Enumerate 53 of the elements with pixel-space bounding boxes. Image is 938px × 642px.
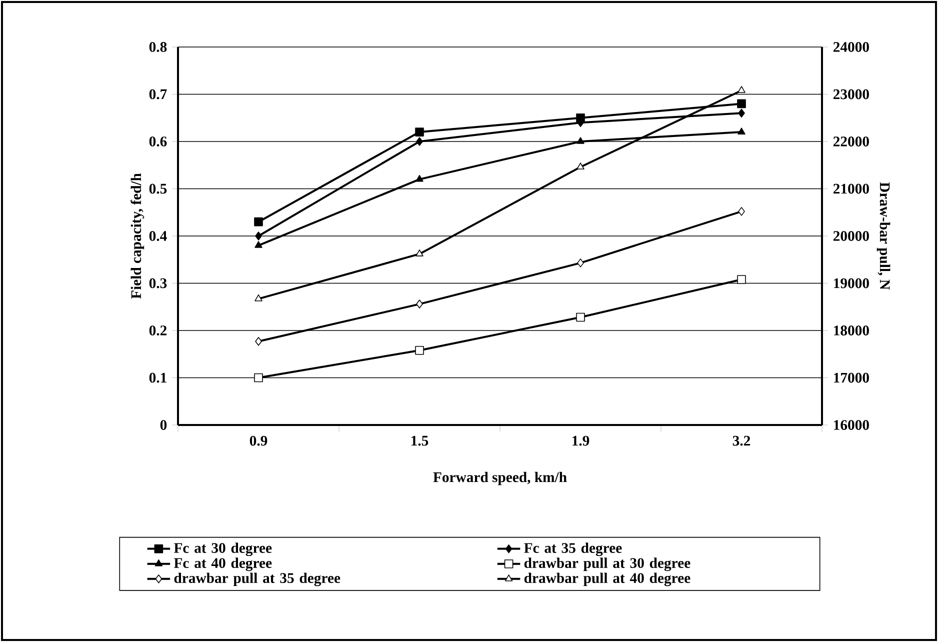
point: [576, 162, 584, 170]
y-tick-label: 0.2: [149, 326, 167, 336]
y2-tick-label: 23000: [833, 89, 869, 100]
y-tick-label: 0.3: [149, 278, 167, 288]
x-tick-label: 1.9: [572, 436, 590, 446]
point: [254, 373, 263, 382]
point: [254, 294, 262, 302]
y2-tick-label: 18000: [834, 326, 869, 336]
point: [738, 207, 745, 216]
y2-tick-label: 21000: [833, 184, 869, 194]
point: [415, 346, 424, 355]
x-tick-label: 3.2: [732, 436, 750, 446]
legend-label: Fc at 30 degree: [174, 542, 272, 556]
y2-tick-label: 19000: [834, 278, 869, 288]
point: [415, 128, 424, 136]
legend-label: drawbar pull at 35 degree: [174, 572, 340, 586]
y2-tick-label: 17000: [834, 372, 869, 383]
legend-label: drawbar pull at 30 degree: [524, 558, 690, 572]
point: [738, 108, 745, 118]
y2-tick-label: 20000: [833, 231, 869, 241]
y2-tick-label: 16000: [834, 420, 869, 430]
point: [737, 275, 746, 284]
point: [416, 300, 423, 308]
legend-label: Fc at 35 degree: [524, 542, 622, 556]
legend-label: drawbar pull at 40 degree: [524, 572, 690, 586]
x-tick-label: 0.9: [250, 436, 268, 446]
y2-tick-label: 22000: [833, 136, 869, 146]
x-tick-label: 1.5: [412, 436, 428, 446]
point: [416, 250, 424, 256]
point: [577, 258, 584, 268]
point: [416, 137, 423, 146]
point: [255, 336, 262, 346]
point: [737, 99, 746, 108]
y-tick-label: 0: [160, 420, 167, 430]
point: [255, 232, 262, 240]
y-tick-label: 0.5: [149, 184, 167, 194]
point: [254, 217, 263, 226]
y-tick-label: 0.6: [149, 136, 167, 146]
point: [738, 86, 746, 93]
y2-axis-title: Draw-bar pull, N: [876, 182, 890, 290]
legend-label: Fc at 40 degree: [174, 558, 272, 572]
point: [576, 312, 585, 322]
y-tick-label: 0.4: [149, 231, 167, 241]
point: [254, 241, 262, 248]
y-tick-label: 0.8: [149, 42, 167, 52]
point: [738, 128, 746, 134]
y-axis-title: Field capacity, fed/h: [130, 173, 144, 299]
point: [416, 174, 424, 182]
y-tick-label: 0.1: [149, 372, 166, 383]
x-axis-title: Forward speed, km/h: [433, 472, 567, 486]
y2-tick-label: 24000: [833, 42, 869, 52]
y-tick-label: 0.7: [149, 89, 167, 100]
point: [576, 137, 584, 144]
